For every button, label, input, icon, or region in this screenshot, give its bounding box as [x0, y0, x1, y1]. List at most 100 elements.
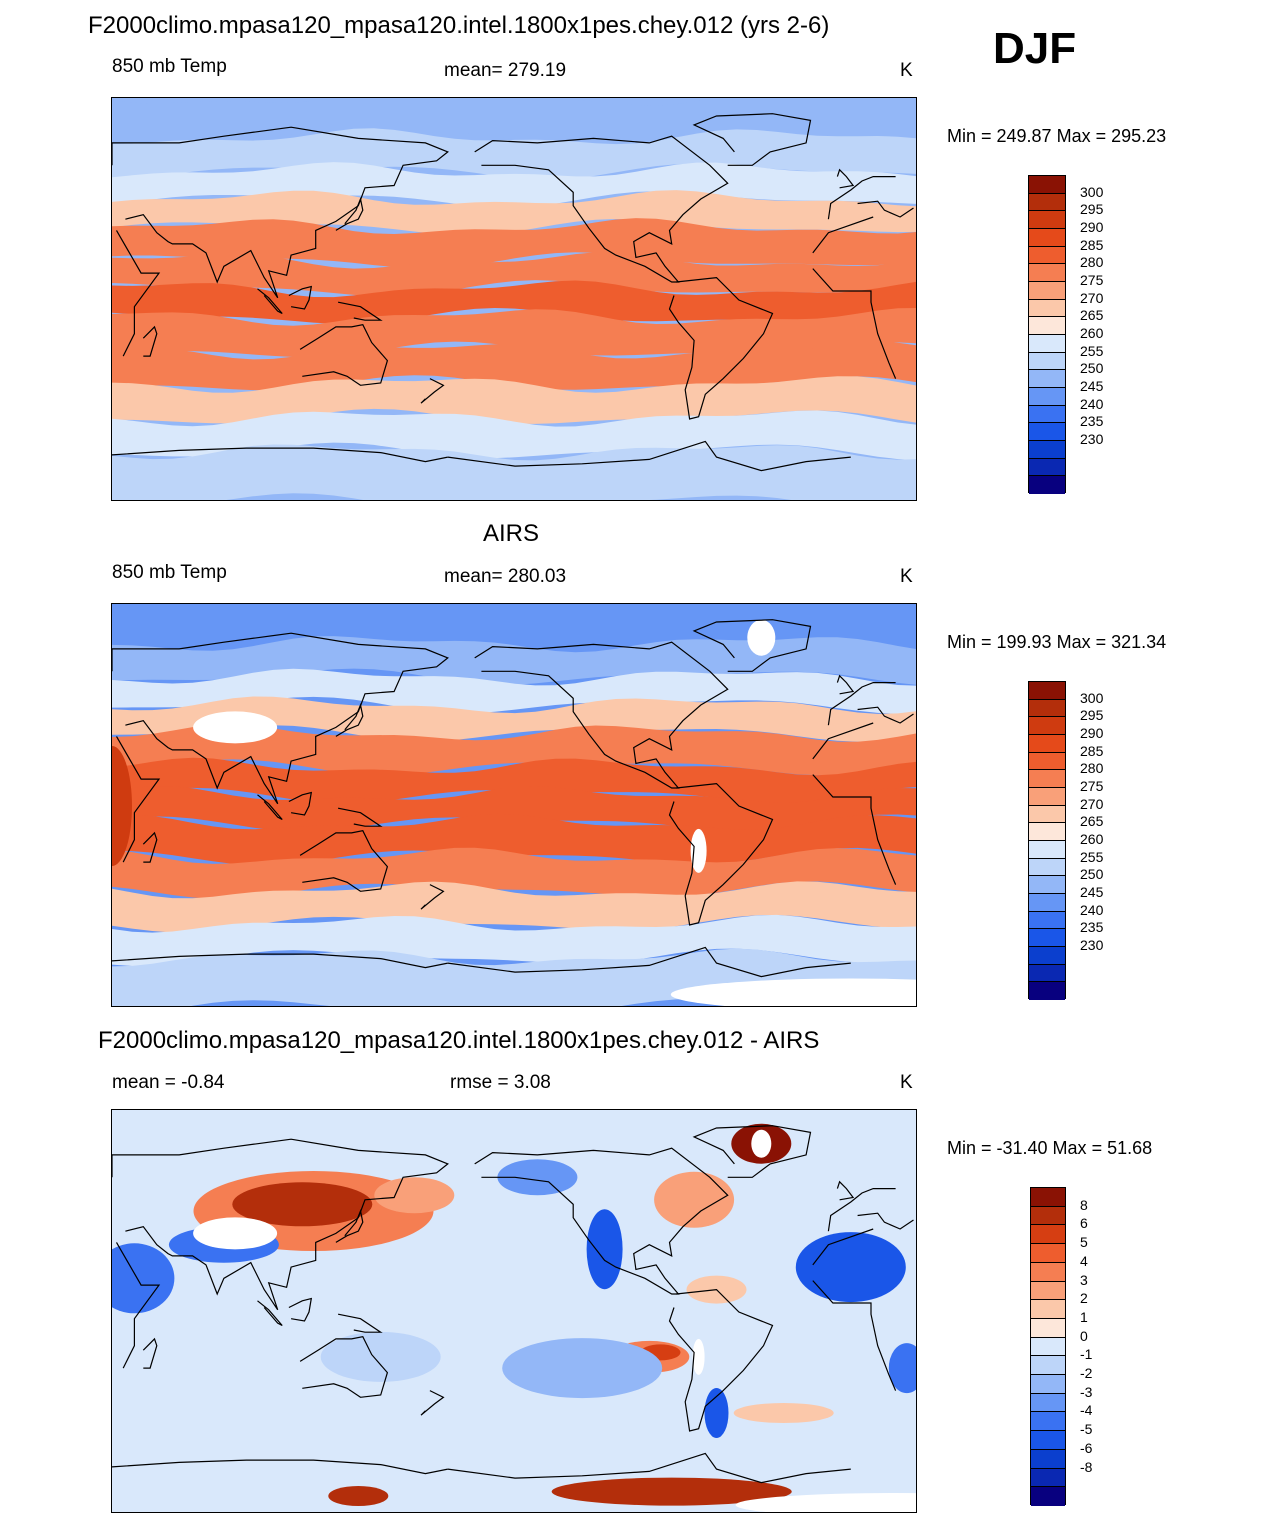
- coastline: [288, 285, 313, 310]
- difference-anomaly: [733, 1403, 834, 1423]
- coastline: [857, 1212, 914, 1230]
- temperature-band: [112, 881, 916, 933]
- coastline: [668, 276, 774, 420]
- colorbar-swatch: [1029, 246, 1065, 265]
- colorbar-tick-label: 240: [1080, 901, 1104, 918]
- missing-data-andes: [690, 828, 707, 873]
- colorbar-swatch: [1029, 440, 1065, 459]
- temperature-band: [112, 696, 916, 742]
- colorbar-swatch: [1029, 946, 1065, 965]
- missing-data-greenland: [747, 619, 776, 656]
- coastline: [857, 706, 914, 724]
- coastline: [668, 782, 774, 926]
- colorbar-swatch: [1031, 1300, 1065, 1319]
- difference-anomaly: [888, 1343, 916, 1394]
- coastline: [257, 794, 283, 821]
- difference-anomaly: [497, 1159, 578, 1196]
- colorbar-tick-label: 240: [1080, 395, 1104, 412]
- colorbar-tick-label: 270: [1080, 795, 1104, 812]
- colorbar-swatch: [1029, 858, 1065, 877]
- panel-2-minmax: Min = 199.93 Max = 321.34: [947, 632, 1167, 652]
- colorbar-swatch: [1031, 1244, 1065, 1263]
- colorbar-swatch: [1031, 1337, 1065, 1357]
- colorbar-tick-label: 260: [1080, 325, 1104, 341]
- colorbar-swatch: [1031, 1431, 1065, 1450]
- colorbar-tick-label: 0: [1080, 1327, 1088, 1344]
- colorbar-tick-label: 265: [1080, 307, 1104, 324]
- colorbar-swatch: [1029, 211, 1065, 229]
- season-label: DJF: [993, 24, 1077, 73]
- coastline: [337, 301, 383, 321]
- colorbar-swatch: [1029, 717, 1065, 735]
- colorbar-swatch: [1029, 770, 1065, 788]
- colorbar-tick-label: 290: [1080, 219, 1104, 235]
- coastline: [420, 1390, 445, 1416]
- colorbar-swatch: [1029, 982, 1065, 1000]
- colorbar-swatch: [1029, 352, 1065, 371]
- panel-2-mean: mean= 280.03: [444, 566, 567, 587]
- coastline: [335, 196, 364, 231]
- coastline: [812, 774, 897, 885]
- panel-3-mean: mean = -0.84: [112, 1072, 225, 1093]
- colorbar-tick-label: 300: [1080, 183, 1104, 200]
- coastline: [420, 378, 445, 404]
- colorbar-tick-label: 255: [1080, 848, 1104, 865]
- colorbar-swatch: [1031, 1487, 1065, 1506]
- temperature-band: [112, 162, 916, 208]
- colorbar-swatch: [1031, 1318, 1065, 1338]
- colorbar-tick-label: 235: [1080, 919, 1104, 936]
- coastline: [812, 722, 874, 760]
- coastline: [337, 1313, 383, 1333]
- panel-1-mean: mean= 279.19: [444, 60, 567, 81]
- panel-1-minmax: Min = 249.87 Max = 295.23: [947, 126, 1167, 146]
- panel-3-minmax: Min = -31.40 Max = 51.68: [947, 1138, 1153, 1158]
- coastline: [299, 324, 389, 386]
- coastline: [836, 168, 855, 189]
- difference-anomaly: [795, 1232, 906, 1303]
- colorbar-swatch: [1031, 1356, 1065, 1376]
- colorbar-swatch: [1029, 752, 1065, 771]
- coastline: [812, 1280, 897, 1391]
- missing-data-tibet: [193, 1217, 278, 1250]
- coastline: [420, 884, 445, 910]
- panel-1-colorbar: [1028, 175, 1066, 494]
- colorbar-tick-label: 255: [1080, 342, 1104, 359]
- panel-2-title: AIRS: [483, 520, 540, 547]
- colorbar-swatch: [1031, 1449, 1065, 1469]
- colorbar-swatch: [1029, 193, 1065, 212]
- missing-data-antarctica: [670, 978, 916, 1006]
- temperature-band: [112, 757, 916, 804]
- colorbar-tick-label: 235: [1080, 413, 1104, 430]
- colorbar-swatch: [1029, 334, 1065, 353]
- coastline: [668, 1288, 774, 1432]
- colorbar-swatch: [1029, 699, 1065, 718]
- colorbar-swatch: [1029, 176, 1065, 194]
- colorbar-swatch: [1029, 734, 1065, 753]
- coastline: [142, 1337, 158, 1369]
- colorbar-swatch: [1031, 1412, 1065, 1432]
- colorbar-swatch: [1029, 787, 1065, 806]
- coastline: [812, 216, 874, 254]
- coastline: [299, 830, 389, 892]
- difference-anomaly: [502, 1338, 663, 1399]
- difference-anomaly: [654, 1171, 735, 1228]
- temperature-band: [112, 813, 916, 866]
- colorbar-tick-label: 270: [1080, 289, 1104, 306]
- coastline: [474, 1147, 729, 1295]
- temperature-band: [112, 786, 916, 832]
- missing-data-andes: [692, 1338, 705, 1375]
- difference-anomaly: [586, 1209, 623, 1290]
- temperature-band: [112, 724, 916, 776]
- coastline: [112, 126, 449, 299]
- colorbar-tick-label: -6: [1080, 1439, 1093, 1456]
- coastline: [692, 113, 812, 166]
- coastline: [288, 791, 313, 816]
- colorbar-swatch: [1029, 893, 1065, 912]
- colorbar-swatch: [1031, 1281, 1065, 1301]
- panel-3-map: [111, 1109, 917, 1513]
- difference-anomaly: [232, 1182, 373, 1227]
- panel-1-title: F2000climo.mpasa120_mpasa120.intel.1800x…: [88, 12, 830, 39]
- colorbar-swatch: [1029, 929, 1065, 947]
- colorbar-tick-label: 4: [1080, 1252, 1088, 1269]
- colorbar-tick-label: 230: [1080, 937, 1104, 953]
